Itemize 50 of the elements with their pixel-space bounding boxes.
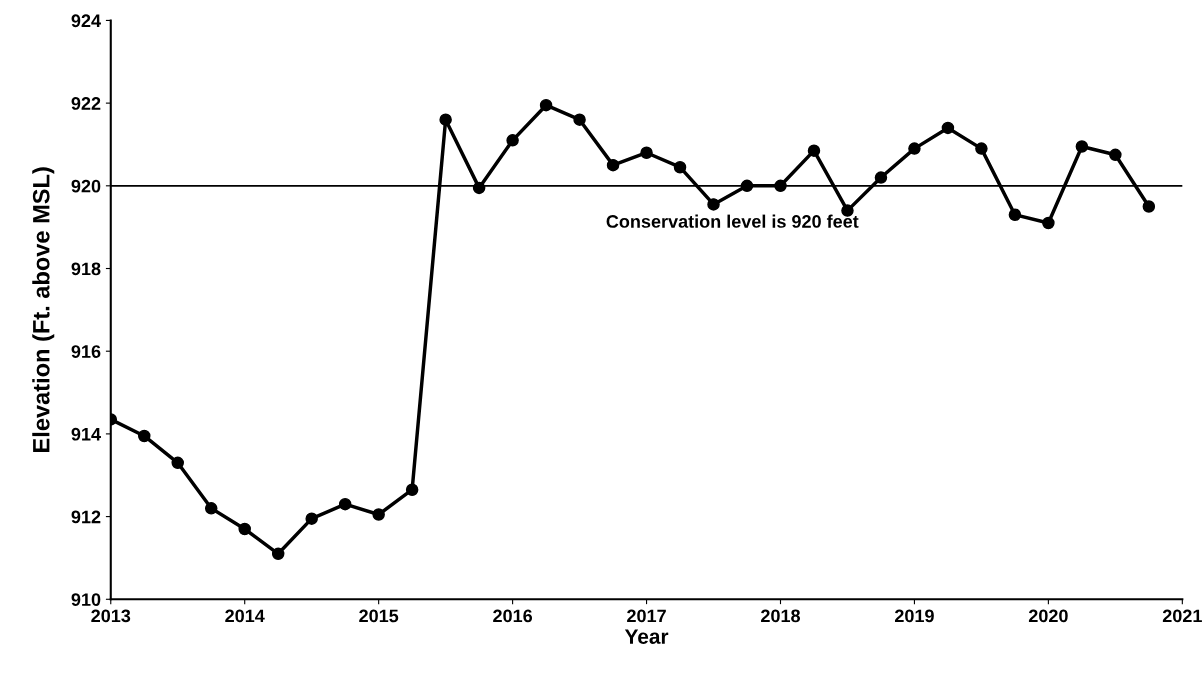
point	[506, 134, 519, 147]
point	[673, 160, 687, 174]
x-tick-label: 2021	[1162, 609, 1202, 623]
y-tick-label: 924	[71, 14, 101, 28]
point	[908, 142, 921, 155]
y-tick-label: 920	[71, 179, 101, 193]
ref-line-label: Conservation level is 920 feet	[606, 214, 859, 228]
point	[472, 181, 486, 195]
point	[573, 113, 586, 126]
point	[271, 547, 285, 561]
x-tick-label: 2013	[91, 609, 131, 623]
point	[338, 497, 352, 511]
x-axis-title: Year	[624, 629, 669, 644]
point	[707, 198, 720, 211]
y-tick-label: 916	[71, 345, 101, 358]
point	[439, 113, 452, 126]
point	[606, 158, 620, 172]
point	[138, 429, 151, 443]
y-tick-label: 918	[71, 262, 101, 276]
point	[1075, 140, 1089, 153]
y-tick-label: 914	[71, 427, 101, 441]
x-tick-label: 2017	[627, 609, 666, 623]
x-tick-label: 2019	[894, 609, 934, 623]
point	[405, 483, 419, 496]
point	[372, 508, 385, 521]
point	[1142, 200, 1156, 213]
y-tick-label: 912	[71, 510, 101, 524]
y-tick-label: 922	[71, 97, 101, 110]
y-axis-title: Elevation (Ft. above MSL)	[32, 167, 55, 452]
x-tick-label: 2016	[493, 609, 533, 623]
point	[1008, 208, 1022, 222]
point	[1042, 216, 1055, 230]
x-tick-label: 2015	[359, 609, 399, 623]
x-tick-label: 2014	[225, 609, 265, 623]
point	[539, 98, 553, 112]
point	[305, 512, 318, 525]
point	[774, 179, 787, 193]
point	[171, 456, 184, 470]
point	[640, 146, 653, 159]
point	[238, 522, 251, 536]
point	[941, 121, 955, 135]
point	[740, 179, 754, 193]
x-tick-label: 2020	[1028, 609, 1068, 623]
point	[807, 144, 821, 157]
point	[204, 502, 218, 515]
point	[874, 171, 888, 184]
x-tick-label: 2018	[761, 609, 801, 623]
point	[1109, 148, 1122, 162]
y-tick-label: 910	[71, 593, 101, 606]
point	[975, 142, 988, 155]
